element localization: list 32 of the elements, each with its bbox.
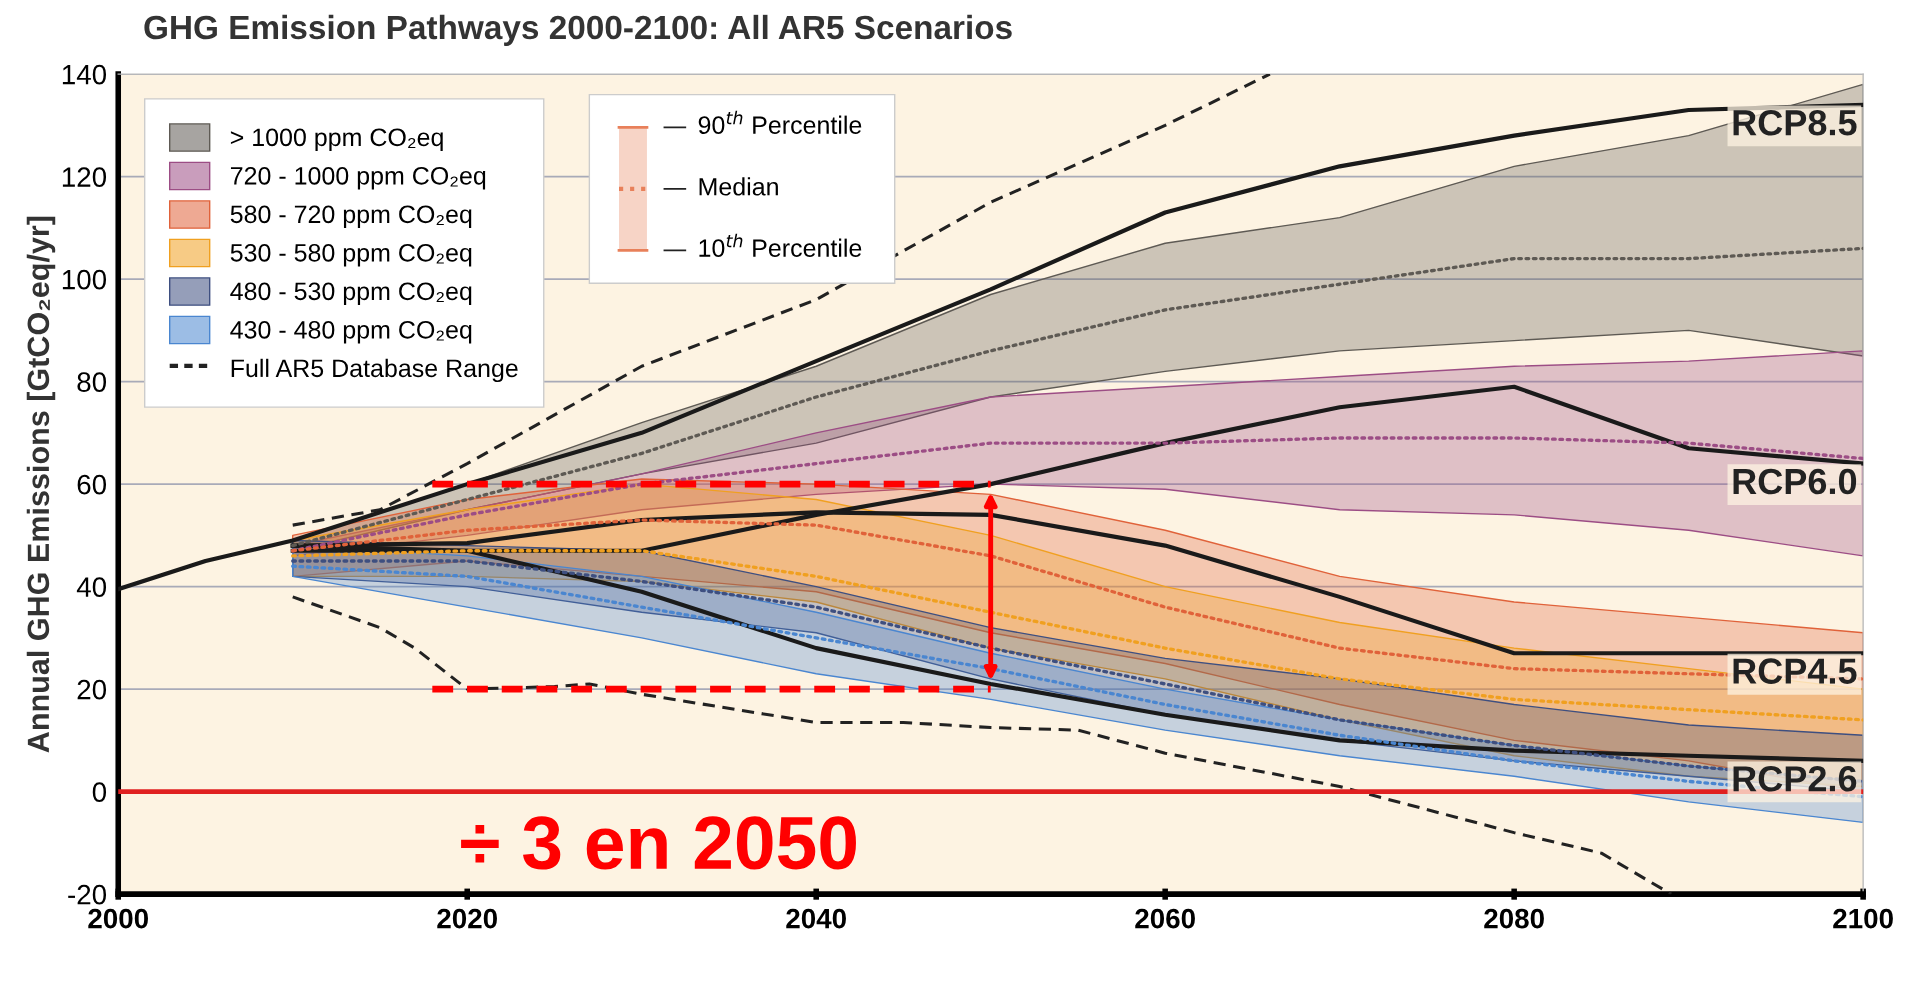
- legend-label: > 1000 ppm CO₂eq: [230, 128, 443, 152]
- y-tick-label: 60: [77, 474, 107, 495]
- x-tick-label: 2020: [437, 908, 497, 929]
- y-tick-label: 80: [77, 372, 107, 392]
- y-tick-label: 100: [62, 269, 107, 290]
- annotation: 10$^{th}$ Percentile: [699, 233, 862, 257]
- x-tick-label: 2040: [786, 908, 846, 929]
- legend-label: 720 - 1000 ppm CO₂eq: [230, 166, 486, 190]
- legend-label: 580 - 720 ppm CO₂eq: [230, 205, 472, 229]
- annotation: 90$^{th}$ Percentile: [698, 110, 862, 134]
- y-axis-title: Annual GHG Emissions [GtCO₂eq/yr]: [26, 216, 56, 753]
- x-tick-label: 2100: [1833, 908, 1893, 929]
- y-tick-label: 20: [77, 679, 107, 700]
- x-tick-label: 2060: [1135, 908, 1195, 929]
- y-tick-label: 40: [76, 577, 107, 597]
- series-label: RCP8.5: [1733, 109, 1857, 136]
- legend-label: Full AR5 Database Range: [231, 358, 518, 383]
- series-label: RCP6.0: [1733, 468, 1857, 495]
- y-tick-label: 140: [62, 64, 107, 85]
- annotation: ÷ 3 en 2050: [461, 816, 856, 870]
- annotation: Median: [699, 177, 778, 196]
- series-label: RCP2.6: [1733, 766, 1857, 792]
- legend-label: 430 - 480 ppm CO₂eq: [230, 320, 472, 344]
- legend-label: 480 - 530 ppm CO₂eq: [230, 282, 472, 306]
- y-tick-label: 0: [92, 782, 107, 802]
- series-label: RCP4.5: [1733, 658, 1857, 684]
- chart-title: GHG Emission Pathways 2000-2100: All AR5 Scenarios: [144, 14, 1012, 46]
- x-tick-label: 2080: [1484, 908, 1544, 929]
- y-tick-label: 120: [62, 167, 107, 187]
- y-tick-label: -20: [68, 884, 107, 905]
- legend-label: 530 - 580 ppm CO₂eq: [230, 243, 472, 267]
- x-tick-label: 2000: [88, 908, 148, 929]
